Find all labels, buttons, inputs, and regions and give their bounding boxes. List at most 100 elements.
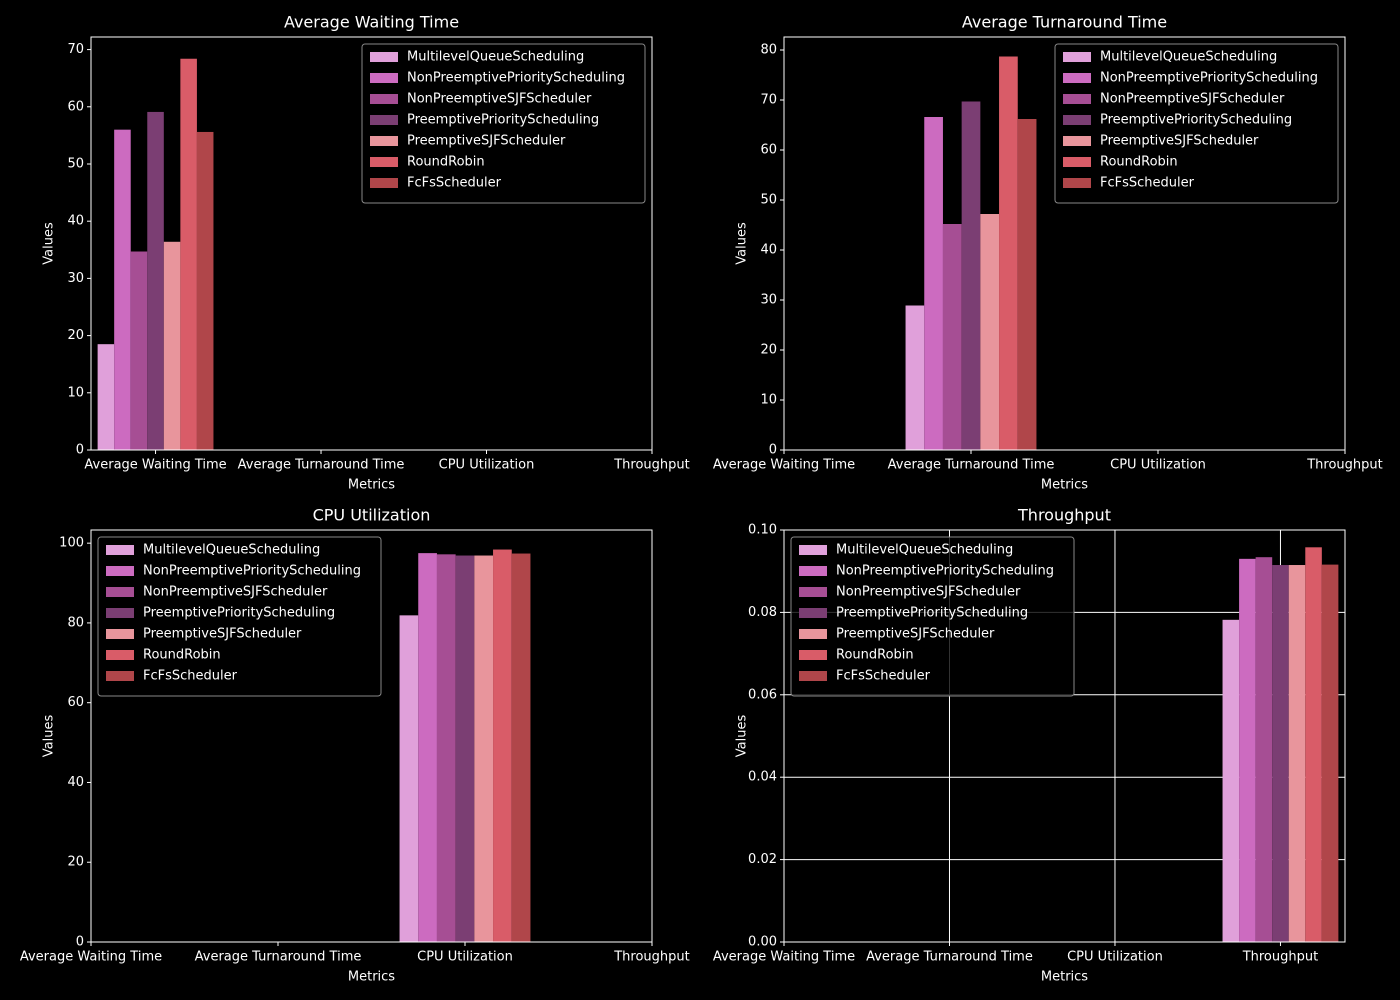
x-tick-label: CPU Utilization <box>439 458 535 473</box>
legend-label: NonPreemptivePriorityScheduling <box>1100 71 1318 86</box>
axes-frame <box>783 529 1346 943</box>
legend-label: RoundRobin <box>143 648 221 663</box>
y-tick-label: 40 <box>760 243 777 258</box>
title: Throughput <box>1017 506 1111 525</box>
bar <box>942 224 962 450</box>
bar <box>1321 564 1339 942</box>
bar <box>1272 565 1289 942</box>
bar <box>163 241 181 450</box>
y-axis-label: Values <box>42 715 57 758</box>
subplot: 0.00 0.02 0.04 0.06 0.08 0.10 Average Waiting … <box>713 506 1346 985</box>
subplot: 0 10 20 30 40 50 60 70 Average Waiting Time Avera… <box>42 13 690 493</box>
y-tick-label: 0.10 <box>748 523 777 538</box>
bar <box>474 555 494 942</box>
legend-swatch <box>1063 73 1091 83</box>
y-tick-label: 70 <box>760 93 777 108</box>
legend-swatch <box>799 629 827 639</box>
legend-swatch <box>370 52 398 62</box>
x-tick-label: Average Turnaround Time <box>866 950 1033 965</box>
legend-swatch <box>799 671 827 681</box>
bar <box>97 344 115 450</box>
y-tick-label: 60 <box>67 99 84 114</box>
bar <box>399 615 419 942</box>
x-tick-label: Throughput <box>1306 458 1383 473</box>
x-tick-label: Average Waiting Time <box>713 950 855 965</box>
legend-label: NonPreemptivePriorityScheduling <box>143 564 361 579</box>
legend-swatch <box>370 136 398 146</box>
legend-label: RoundRobin <box>407 155 485 170</box>
legend-label: NonPreemptivePriorityScheduling <box>407 71 625 86</box>
y-axis-label: Values <box>42 222 57 265</box>
bar <box>436 554 456 942</box>
y-tick-label: 80 <box>760 43 777 58</box>
legend-label: RoundRobin <box>836 648 914 663</box>
y-tick-label: 0.04 <box>748 770 777 785</box>
y-tick-label: 0 <box>769 443 777 458</box>
x-tick-label: Average Waiting Time <box>20 950 162 965</box>
legend-label: MultilevelQueueScheduling <box>1100 50 1277 65</box>
x-axis-label: Metrics <box>1041 478 1088 493</box>
y-tick-label: 0.02 <box>748 852 777 867</box>
y-tick-label: 10 <box>67 385 84 400</box>
y-tick-label: 60 <box>760 143 777 158</box>
legend-swatch <box>106 566 134 576</box>
legend-label: RoundRobin <box>1100 155 1178 170</box>
bar <box>114 129 131 450</box>
bar <box>180 58 197 450</box>
y-tick-label: 70 <box>67 42 84 57</box>
legend-swatch <box>799 566 827 576</box>
legend-box <box>361 43 646 204</box>
y-tick-label: 0 <box>76 935 84 950</box>
legend-label: FcFsScheduler <box>836 669 931 684</box>
x-tick-label: Average Waiting Time <box>84 458 226 473</box>
x-tick-label: Average Waiting Time <box>713 458 855 473</box>
bar <box>1255 557 1273 942</box>
legend-label: NonPreemptiveSJFScheduler <box>836 585 1021 600</box>
y-tick-label: 20 <box>67 855 84 870</box>
y-tick-label: 0.06 <box>748 687 777 702</box>
y-tick-label: 0 <box>76 443 84 458</box>
y-tick-label: 0.00 <box>748 935 777 950</box>
legend-swatch <box>370 94 398 104</box>
legend-swatch <box>106 629 134 639</box>
bar <box>130 251 148 450</box>
legend-swatch <box>370 178 398 188</box>
x-axis-label: Metrics <box>348 970 395 985</box>
y-tick-label: 100 <box>59 536 84 551</box>
x-axis-label: Metrics <box>1041 970 1088 985</box>
y-axis-label: Values <box>735 222 750 265</box>
legend-label: NonPreemptivePriorityScheduling <box>836 564 1054 579</box>
x-axis-label: Metrics <box>348 478 395 493</box>
legend-label: MultilevelQueueScheduling <box>143 543 320 558</box>
legend: MultilevelQueueScheduling NonPreemptivePr… <box>790 536 1075 697</box>
x-tick-label: CPU Utilization <box>1110 458 1206 473</box>
y-tick-label: 20 <box>760 343 777 358</box>
legend-swatch <box>1063 136 1091 146</box>
legend-label: PreemptiveSJFScheduler <box>836 627 995 642</box>
axes-frame <box>783 36 1346 451</box>
y-tick-label: 40 <box>67 214 84 229</box>
subplot: 0 20 40 60 80 100 Average Waiting Time Average … <box>20 506 690 985</box>
x-tick-label: Throughput <box>613 950 690 965</box>
legend-swatch <box>106 608 134 618</box>
legend-label: NonPreemptiveSJFScheduler <box>143 585 328 600</box>
y-tick-label: 40 <box>67 775 84 790</box>
bar <box>1305 547 1322 942</box>
legend-swatch <box>1063 94 1091 104</box>
legend-label: FcFsScheduler <box>1100 176 1195 191</box>
legend-swatch <box>370 157 398 167</box>
legend-swatch <box>106 671 134 681</box>
legend-label: FcFsScheduler <box>143 669 238 684</box>
bar <box>961 101 981 450</box>
subplot: 0 10 20 30 40 50 60 70 80 Average Waiting Time Ave… <box>713 13 1383 493</box>
y-tick-label: 80 <box>67 615 84 630</box>
legend-swatch <box>799 650 827 660</box>
legend-swatch <box>1063 115 1091 125</box>
bar <box>455 555 475 942</box>
legend-label: PreemptiveSJFScheduler <box>1100 134 1259 149</box>
legend-label: PreemptivePriorityScheduling <box>836 606 1028 621</box>
legend-box <box>97 536 382 697</box>
y-tick-label: 30 <box>760 293 777 308</box>
legend-swatch <box>799 587 827 597</box>
